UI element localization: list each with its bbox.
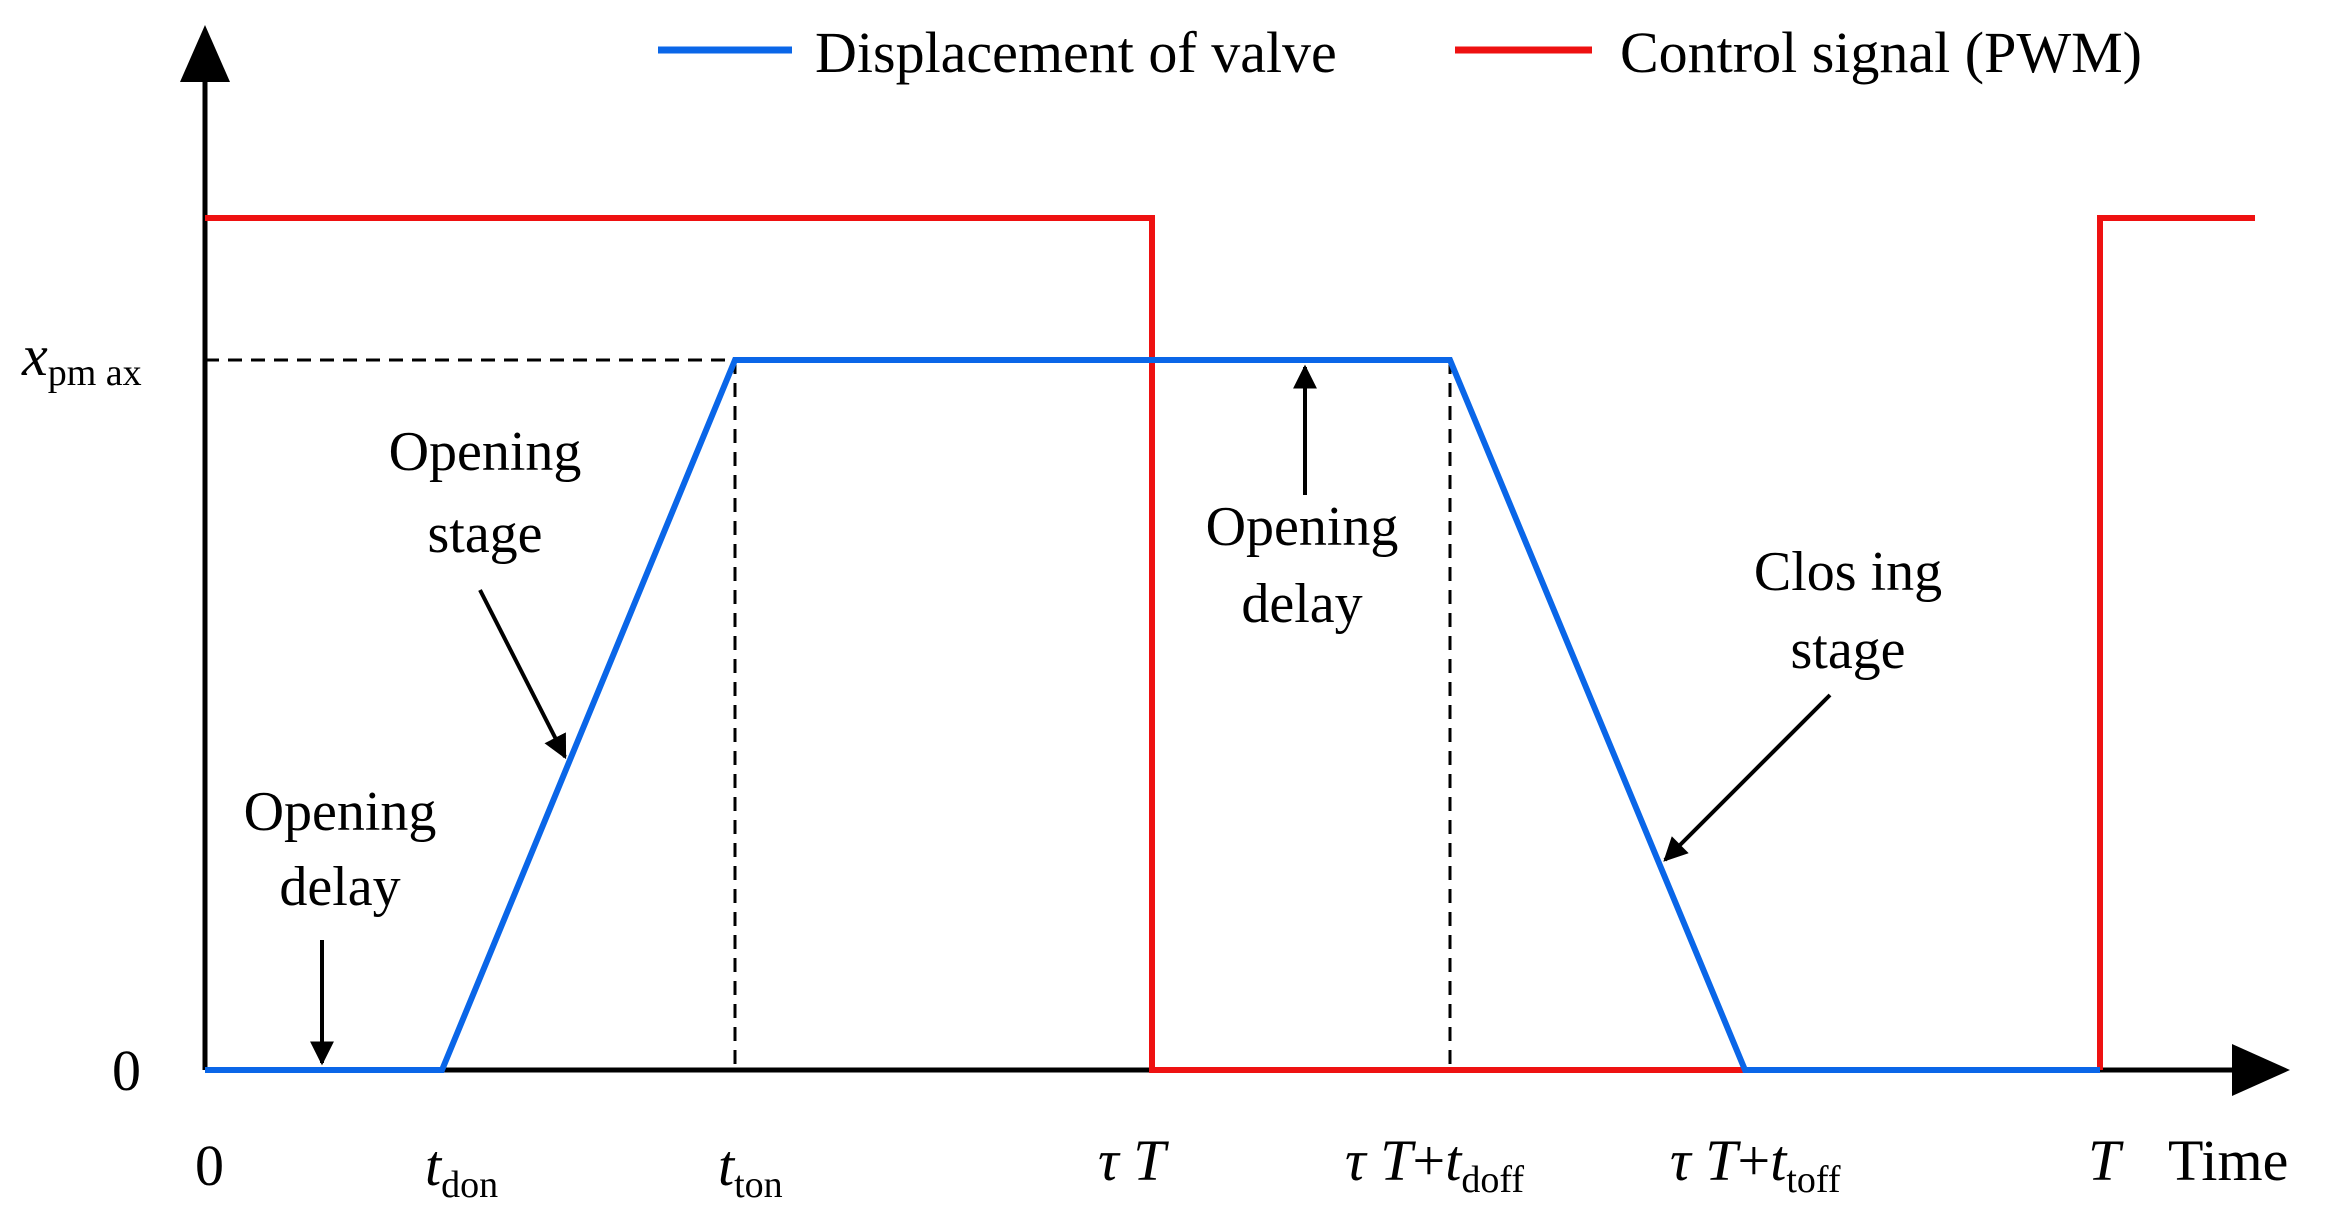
svg-text:stage: stage <box>427 503 542 565</box>
tick-tau-t-plus-tdoff: τ T+tdoff <box>1345 1128 1524 1201</box>
pwm-signal-next-period <box>2097 215 2255 1070</box>
svg-text:Clos ing: Clos ing <box>1754 541 1942 603</box>
svg-text:Opening: Opening <box>389 421 582 483</box>
annotation-closing-stage: Clos ing stage <box>1663 541 1942 862</box>
tick-tau-t: τ T <box>1098 1128 1169 1193</box>
tick-t-period: T <box>2088 1128 2124 1193</box>
tick-tau-t-plus-ttoff: τ T+ttoff <box>1670 1128 1841 1201</box>
annotation-opening-delay-right: Opening delay <box>1206 364 1399 635</box>
svg-text:Opening: Opening <box>244 781 437 843</box>
x-axis-arrow <box>2232 1044 2290 1096</box>
legend: Displacement of valve Control signal (PW… <box>658 20 2142 85</box>
svg-text:stage: stage <box>1790 619 1905 681</box>
y-max-label: xpm ax <box>21 323 142 394</box>
x-axis-title: Time <box>2168 1128 2288 1193</box>
valve-displacement-line <box>205 357 2100 1073</box>
svg-text:Opening: Opening <box>1206 496 1399 558</box>
dashed-guides <box>205 358 1452 1070</box>
svg-text:delay: delay <box>1241 573 1362 635</box>
annotation-opening-delay-left: Opening delay <box>244 781 437 1066</box>
tick-t-ton: tton <box>718 1133 783 1206</box>
y-zero-label: 0 <box>112 1038 141 1103</box>
svg-text:delay: delay <box>279 856 400 918</box>
pwm-signal-line <box>205 215 1745 1073</box>
annotation-opening-stage: Opening stage <box>389 421 582 760</box>
legend-valve-label: Displacement of valve <box>815 20 1337 85</box>
y-axis-arrow <box>180 25 230 82</box>
x-zero-label: 0 <box>195 1133 224 1198</box>
tick-t-don: tdon <box>425 1133 498 1206</box>
legend-pwm-label: Control signal (PWM) <box>1620 20 2142 85</box>
